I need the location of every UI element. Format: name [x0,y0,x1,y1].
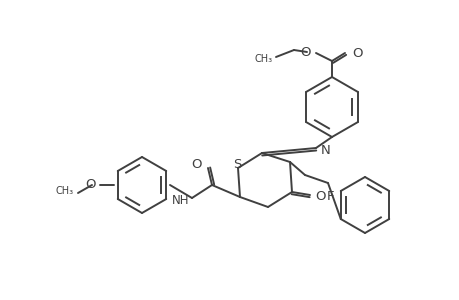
Text: F: F [325,190,333,202]
Text: N: N [320,143,330,157]
Text: O: O [191,158,202,170]
Text: O: O [300,46,310,59]
Text: O: O [85,178,96,191]
Text: NH: NH [171,194,189,208]
Text: CH₃: CH₃ [254,54,272,64]
Text: S: S [232,158,241,172]
Text: O: O [314,190,325,203]
Text: CH₃: CH₃ [56,186,74,196]
Text: O: O [351,46,362,59]
